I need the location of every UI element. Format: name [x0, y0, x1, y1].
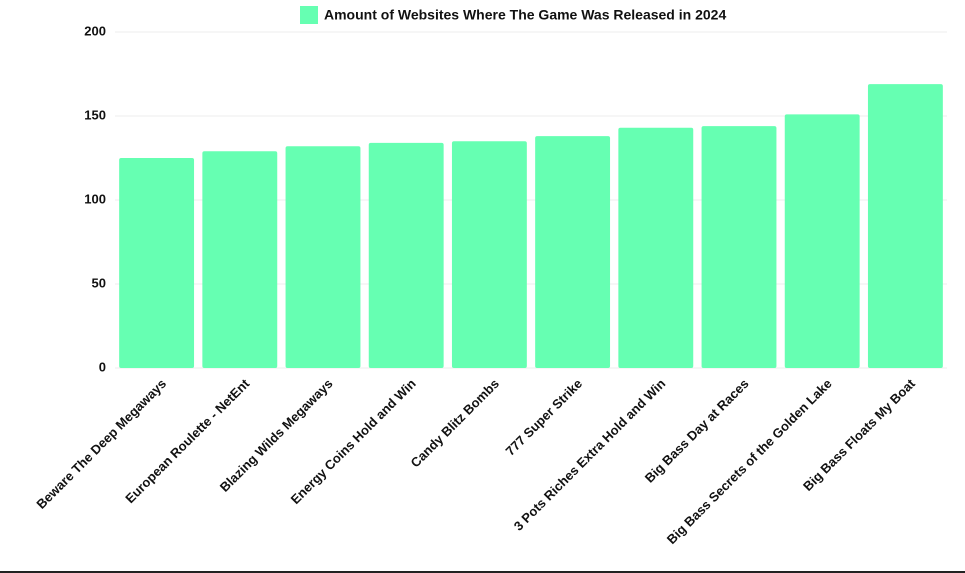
- y-tick-label: 0: [99, 359, 106, 374]
- x-tick-label: Big Bass Secrets of the Golden Lake: [664, 376, 835, 547]
- bar: [451, 141, 527, 368]
- y-tick-label: 50: [92, 275, 106, 290]
- bar: [119, 158, 195, 368]
- y-tick-label: 150: [84, 107, 106, 122]
- x-tick-label: Beware The Deep Megaways: [33, 376, 169, 512]
- bar: [784, 114, 860, 368]
- x-tick-label: 777 Super Strike: [502, 376, 585, 459]
- bar: [867, 84, 943, 368]
- bar: [618, 127, 694, 368]
- bar: [285, 146, 361, 368]
- y-tick-label: 200: [84, 23, 106, 38]
- x-tick-label: Candy Blitz Bombs: [408, 376, 502, 470]
- x-tick-label: 3 Pots Riches Extra Hold and Win: [511, 376, 669, 534]
- bar: [701, 126, 777, 368]
- y-tick-label: 100: [84, 191, 106, 206]
- legend-label: Amount of Websites Where The Game Was Re…: [324, 7, 726, 23]
- bar: [202, 151, 278, 368]
- legend-swatch: [300, 6, 318, 24]
- bar: [535, 136, 611, 368]
- bar: [368, 142, 444, 368]
